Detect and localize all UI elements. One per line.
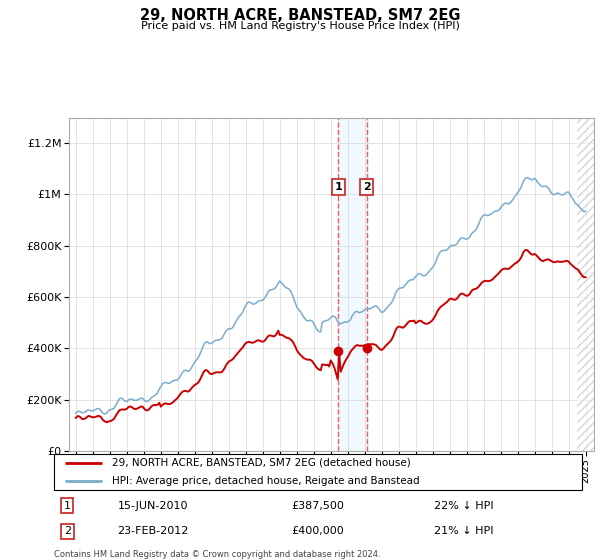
Text: Contains HM Land Registry data © Crown copyright and database right 2024.
This d: Contains HM Land Registry data © Crown c… [54,550,380,560]
Text: 2: 2 [64,526,71,536]
Text: HPI: Average price, detached house, Reigate and Banstead: HPI: Average price, detached house, Reig… [112,476,420,486]
Text: 29, NORTH ACRE, BANSTEAD, SM7 2EG (detached house): 29, NORTH ACRE, BANSTEAD, SM7 2EG (detac… [112,458,411,468]
Text: 15-JUN-2010: 15-JUN-2010 [118,501,188,511]
Text: £400,000: £400,000 [292,526,344,536]
FancyBboxPatch shape [54,454,582,490]
Text: Price paid vs. HM Land Registry's House Price Index (HPI): Price paid vs. HM Land Registry's House … [140,21,460,31]
Text: 1: 1 [64,501,71,511]
Text: 23-FEB-2012: 23-FEB-2012 [118,526,189,536]
Text: 1: 1 [335,182,343,192]
Bar [577,118,600,451]
Text: 21% ↓ HPI: 21% ↓ HPI [434,526,494,536]
Bar [338,118,367,451]
Text: 22% ↓ HPI: 22% ↓ HPI [434,501,494,511]
Text: £387,500: £387,500 [292,501,344,511]
Text: 29, NORTH ACRE, BANSTEAD, SM7 2EG: 29, NORTH ACRE, BANSTEAD, SM7 2EG [140,8,460,24]
Text: 2: 2 [363,182,371,192]
